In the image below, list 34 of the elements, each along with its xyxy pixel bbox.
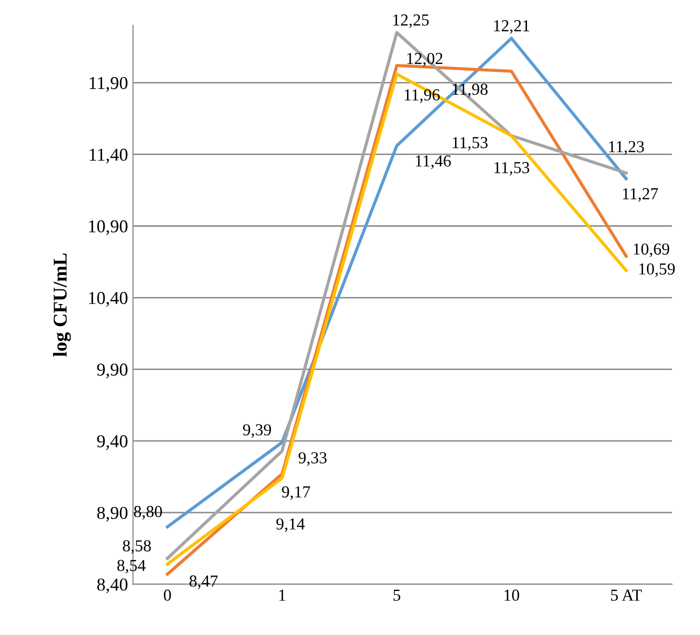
data-label: 11,23 — [609, 141, 644, 155]
data-label: 9,39 — [243, 424, 271, 438]
y-tick-label: 9,40 — [97, 435, 128, 450]
data-label: 11,53 — [494, 162, 530, 176]
x-tick-label: 1 — [279, 590, 286, 601]
data-label: 11,98 — [452, 84, 488, 98]
data-label: 12,02 — [407, 52, 442, 67]
x-tick-label: 10 — [504, 590, 520, 601]
x-tick-label: 5 — [394, 590, 400, 601]
x-tick-label: 5 AT — [611, 590, 642, 601]
y-tick-label: 10,40 — [89, 292, 128, 307]
data-label: 12,25 — [393, 14, 429, 28]
data-label: 10,59 — [639, 263, 675, 277]
data-label: 12,21 — [494, 20, 530, 34]
data-label: 8,54 — [117, 560, 146, 574]
y-tick-label: 8,40 — [97, 578, 128, 594]
y-tick-label: 11,40 — [90, 148, 128, 164]
y-tick-label: 9,90 — [97, 364, 128, 378]
x-tick-label: 0 — [164, 590, 171, 601]
data-label: 8,58 — [122, 540, 151, 554]
y-axis-title: log CFU/mL — [53, 253, 71, 357]
data-label: 11,46 — [416, 155, 451, 169]
data-label: 9,33 — [298, 452, 327, 466]
y-tick-label: 8,90 — [97, 506, 128, 522]
data-label: 10,69 — [634, 243, 670, 258]
data-label: 11,27 — [623, 188, 658, 202]
data-label: 9,14 — [276, 518, 305, 532]
y-tick-label: 10,90 — [89, 220, 128, 236]
data-label: 8,47 — [190, 575, 218, 590]
data-label: 11,96 — [404, 89, 440, 103]
data-label: 8,80 — [134, 506, 162, 520]
data-label: 9,17 — [282, 486, 310, 500]
y-tick-label: 11,90 — [90, 76, 128, 92]
data-label: 11,53 — [452, 137, 488, 151]
